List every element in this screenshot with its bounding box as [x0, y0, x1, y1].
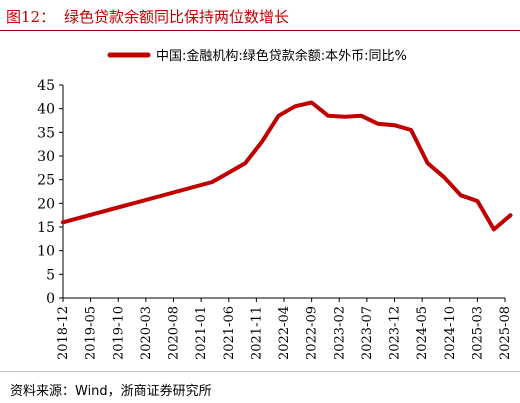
legend-label: 中国:金融机构:绿色贷款余额:本外币:同比% — [156, 48, 407, 64]
x-axis: 2018-12 2019-05 2019-10 2020-03 2020-08 2021-… — [56, 297, 513, 360]
y-tick-label: 10 — [37, 244, 55, 260]
x-tick-label: 2020-08 — [167, 306, 182, 360]
y-tick-label: 40 — [37, 102, 55, 118]
x-tick-label: 2019-05 — [84, 306, 99, 360]
x-tick-label: 2024-05 — [415, 306, 430, 360]
x-tick-label: 2020-03 — [139, 306, 154, 360]
title-underline — [0, 30, 520, 31]
x-tick-label: 2021-11 — [249, 306, 264, 360]
y-tick-label: 30 — [37, 149, 55, 165]
chart-title: 绿色贷款余额同比保持两位数增长 — [64, 8, 290, 26]
y-tick-label: 45 — [37, 78, 55, 94]
y-axis: 0 5 10 15 20 25 30 35 40 45 — [37, 78, 64, 307]
legend: 中国:金融机构:绿色贷款余额:本外币:同比% — [107, 48, 407, 64]
x-tick-label: 2021-06 — [222, 306, 237, 360]
title-bar: 图12： 绿色贷款余额同比保持两位数增长 — [0, 0, 520, 32]
source-note: 资料来源：Wind，浙商证券研究所 — [10, 384, 212, 399]
x-tick-label: 2022-04 — [277, 306, 292, 360]
x-tick-label: 2021-01 — [194, 306, 209, 360]
x-tick-label: 2023-02 — [332, 306, 347, 360]
y-tick-label: 35 — [37, 125, 55, 141]
x-tick-label: 2019-10 — [111, 306, 126, 360]
x-tick-label: 2025-08 — [498, 306, 513, 360]
y-tick-label: 0 — [46, 291, 55, 307]
x-tick-label: 2022-09 — [305, 306, 320, 360]
x-tick-label: 2018-12 — [56, 306, 71, 360]
x-tick-label: 2023-12 — [388, 306, 403, 360]
x-tick-label: 2024-10 — [443, 306, 458, 360]
figure-number: 图12： — [6, 8, 56, 26]
y-tick-label: 20 — [37, 196, 55, 212]
series-line — [61, 100, 513, 232]
y-tick-label: 5 — [46, 267, 55, 283]
y-tick-label: 25 — [37, 173, 55, 189]
line-chart: 中国:金融机构:绿色贷款余额:本外币:同比% 0 5 10 15 20 25 30 35 40 4… — [37, 48, 513, 360]
x-tick-label: 2025-03 — [470, 306, 485, 360]
source-divider — [0, 371, 520, 372]
y-tick-label: 15 — [37, 220, 55, 236]
x-tick-label: 2023-07 — [360, 306, 375, 360]
